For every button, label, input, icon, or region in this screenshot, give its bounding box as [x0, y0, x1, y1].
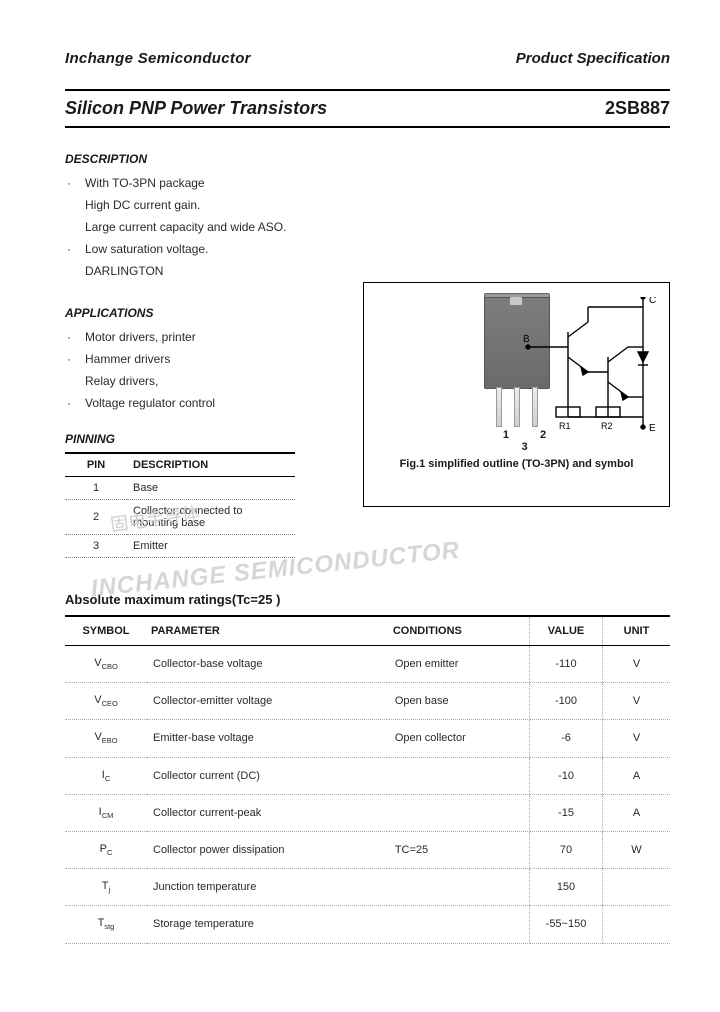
- param-cell: Collector current-peak: [147, 794, 389, 831]
- value-cell: 150: [530, 869, 603, 906]
- page-header: Inchange Semiconductor Product Specifica…: [65, 50, 670, 67]
- svg-text:B: B: [523, 334, 530, 345]
- value-cell: -10: [530, 757, 603, 794]
- table-row: ICCollector current (DC) -10A: [65, 757, 670, 794]
- ratings-table: SYMBOL PARAMETER CONDITIONS VALUE UNIT V…: [65, 615, 670, 944]
- svg-text:C: C: [649, 297, 656, 306]
- cond-cell: TC=25: [389, 831, 530, 868]
- cond-cell: Open base: [389, 683, 530, 720]
- value-cell: -55~150: [530, 906, 603, 943]
- table-row: VCEOCollector-emitter voltageOpen base-1…: [65, 683, 670, 720]
- table-row: 1Base: [65, 477, 295, 500]
- param-cell: Storage temperature: [147, 906, 389, 943]
- table-row: VEBOEmitter-base voltageOpen collector-6…: [65, 720, 670, 757]
- table-row: PCCollector power dissipationTC=2570W: [65, 831, 670, 868]
- value-cell: -6: [530, 720, 603, 757]
- unit-cell: [603, 906, 671, 943]
- section-applications: APPLICATIONS: [65, 306, 345, 320]
- symbol-cell: VEBO: [65, 720, 147, 757]
- unit-cell: A: [603, 794, 671, 831]
- svg-text:R1: R1: [559, 421, 571, 431]
- title-block: Silicon PNP Power Transistors 2SB887: [65, 89, 670, 128]
- cond-cell: [389, 906, 530, 943]
- pinning-table: PIN DESCRIPTION 1Base 2Collector;connect…: [65, 452, 295, 558]
- brand-name: Inchange Semiconductor: [65, 50, 251, 67]
- unit-cell: V: [603, 646, 671, 683]
- list-item: ·Motor drivers, printer: [65, 326, 345, 348]
- value-cell: -100: [530, 683, 603, 720]
- section-absolute-max: Absolute maximum ratings(Tc=25 ): [65, 592, 670, 607]
- param-cell: Junction temperature: [147, 869, 389, 906]
- list-item: ·Voltage regulator control: [65, 392, 345, 414]
- symbol-cell: Tj: [65, 869, 147, 906]
- symbol-cell: Tstg: [65, 906, 147, 943]
- svg-text:E: E: [649, 423, 656, 434]
- table-row: 2Collector;connected to mounting base: [65, 500, 295, 535]
- list-item: DARLINGTON: [65, 260, 670, 282]
- table-row: VCBOCollector-base voltageOpen emitter-1…: [65, 646, 670, 683]
- symbol-cell: VCEO: [65, 683, 147, 720]
- part-number: 2SB887: [605, 98, 670, 119]
- table-header: SYMBOL PARAMETER CONDITIONS VALUE UNIT: [65, 616, 670, 646]
- svg-text:R2: R2: [601, 421, 613, 431]
- unit-cell: [603, 869, 671, 906]
- value-cell: -110: [530, 646, 603, 683]
- symbol-cell: PC: [65, 831, 147, 868]
- unit-cell: V: [603, 683, 671, 720]
- value-cell: 70: [530, 831, 603, 868]
- param-cell: Collector current (DC): [147, 757, 389, 794]
- symbol-cell: ICM: [65, 794, 147, 831]
- col-pin: PIN: [65, 453, 127, 477]
- cond-cell: Open collector: [389, 720, 530, 757]
- datasheet-page: Inchange Semiconductor Product Specifica…: [0, 0, 720, 1012]
- list-item: Relay drivers,: [65, 370, 345, 392]
- symbol-cell: IC: [65, 757, 147, 794]
- table-header: PIN DESCRIPTION: [65, 453, 295, 477]
- symbol-cell: VCBO: [65, 646, 147, 683]
- description-list: ·With TO-3PN package High DC current gai…: [65, 172, 670, 282]
- section-pinning: PINNING: [65, 432, 345, 446]
- value-cell: -15: [530, 794, 603, 831]
- table-row: 3Emitter: [65, 535, 295, 558]
- list-item: ·Hammer drivers: [65, 348, 345, 370]
- unit-cell: W: [603, 831, 671, 868]
- unit-cell: A: [603, 757, 671, 794]
- section-description: DESCRIPTION: [65, 152, 670, 166]
- cond-cell: Open emitter: [389, 646, 530, 683]
- param-cell: Collector-base voltage: [147, 646, 389, 683]
- table-row: TstgStorage temperature -55~150: [65, 906, 670, 943]
- list-item: ·Low saturation voltage.: [65, 238, 670, 260]
- cond-cell: [389, 757, 530, 794]
- figure-box: 1 2 3: [363, 282, 670, 507]
- darlington-symbol-icon: B C E R1 R2: [523, 297, 663, 447]
- list-item: Large current capacity and wide ASO.: [65, 216, 670, 238]
- table-row: TjJunction temperature 150: [65, 869, 670, 906]
- param-cell: Collector-emitter voltage: [147, 683, 389, 720]
- param-cell: Collector power dissipation: [147, 831, 389, 868]
- cond-cell: [389, 869, 530, 906]
- cond-cell: [389, 794, 530, 831]
- col-desc: DESCRIPTION: [127, 453, 295, 477]
- doc-type: Product Specification: [516, 50, 670, 67]
- unit-cell: V: [603, 720, 671, 757]
- param-cell: Emitter-base voltage: [147, 720, 389, 757]
- product-family: Silicon PNP Power Transistors: [65, 98, 327, 119]
- list-item: High DC current gain.: [65, 194, 670, 216]
- figure-caption: Fig.1 simplified outline (TO-3PN) and sy…: [374, 457, 659, 472]
- table-row: ICMCollector current-peak -15A: [65, 794, 670, 831]
- list-item: ·With TO-3PN package: [65, 172, 670, 194]
- applications-list: ·Motor drivers, printer ·Hammer drivers …: [65, 326, 345, 414]
